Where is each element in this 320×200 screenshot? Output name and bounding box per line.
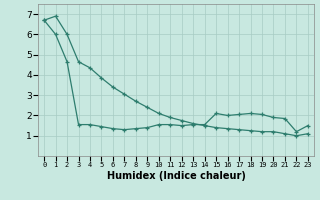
X-axis label: Humidex (Indice chaleur): Humidex (Indice chaleur) (107, 171, 245, 181)
